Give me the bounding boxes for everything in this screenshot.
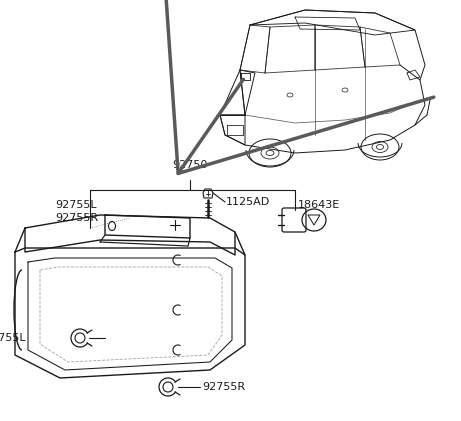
Text: 92755L: 92755L [0,333,26,343]
Text: 92755R: 92755R [55,213,98,223]
Text: 92755L: 92755L [55,200,97,210]
FancyArrowPatch shape [160,0,434,173]
Text: 1125AD: 1125AD [226,197,270,207]
Text: 92750: 92750 [172,160,208,170]
Text: 18643E: 18643E [298,200,340,210]
Text: 92755R: 92755R [202,382,245,392]
